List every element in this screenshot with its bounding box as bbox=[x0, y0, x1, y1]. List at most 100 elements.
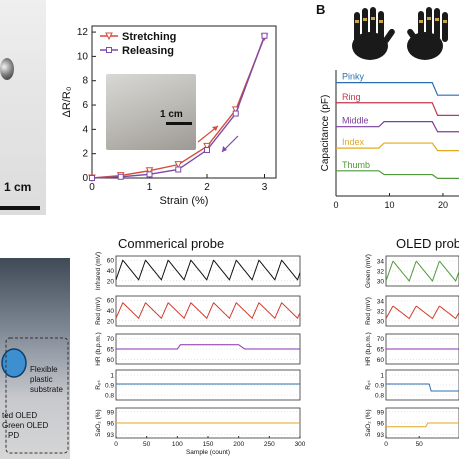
legend-marker bbox=[105, 32, 113, 41]
y-tick-label: 70 bbox=[107, 336, 115, 343]
inset-scale-label: 1 cm bbox=[160, 109, 183, 120]
y-tick-label: 30 bbox=[377, 319, 385, 326]
chart-title: Commerical probe bbox=[118, 236, 224, 251]
probe-diagram: Flexible plastic substrate ted OLED Gree… bbox=[1, 337, 69, 454]
inset-scale-bar bbox=[166, 122, 192, 125]
stretch-arrowhead bbox=[212, 126, 218, 131]
y-tick-label: 4 bbox=[82, 124, 88, 135]
y-tick-label: 60 bbox=[377, 357, 385, 364]
y-tick-label: 99 bbox=[107, 409, 115, 416]
y-axis-label: Rₒₛ bbox=[95, 380, 102, 390]
x-tick-label: 300 bbox=[295, 441, 306, 448]
x-tick-label: 10 bbox=[384, 200, 394, 210]
subplot-frame bbox=[115, 255, 301, 287]
y-axis-label: SaO₂ (%) bbox=[365, 409, 372, 436]
data-point bbox=[232, 110, 239, 117]
y-tick-label: 40 bbox=[107, 268, 115, 275]
scale-bar bbox=[0, 206, 40, 210]
release-arrowhead bbox=[222, 146, 227, 152]
glove-photo bbox=[340, 4, 459, 62]
y-tick-label: 0.9 bbox=[375, 383, 384, 390]
y-tick-label: 2 bbox=[82, 149, 88, 160]
y-tick-label: 32 bbox=[377, 309, 385, 316]
x-tick-label: 2 bbox=[204, 182, 210, 193]
x-tick-label: 250 bbox=[264, 441, 275, 448]
x-tick-label: 0 bbox=[333, 200, 338, 210]
series-line bbox=[336, 170, 459, 179]
signal-line bbox=[385, 260, 459, 283]
y-axis-label: Infrared (mV) bbox=[95, 252, 102, 290]
oled-label-1: ted OLED bbox=[2, 411, 37, 420]
y-tick-label: 34 bbox=[377, 259, 385, 266]
y-tick-label: 65 bbox=[107, 347, 115, 354]
series-label: Middle bbox=[342, 116, 369, 126]
y-tick-label: 93 bbox=[107, 432, 115, 439]
x-tick-label: 50 bbox=[416, 441, 424, 448]
x-tick-label: 1 bbox=[147, 182, 153, 193]
x-tick-label: 100 bbox=[172, 441, 183, 448]
legend-marker bbox=[106, 47, 112, 53]
y-axis-label: HR (b.p.m.) bbox=[95, 332, 102, 366]
data-point bbox=[117, 173, 124, 180]
y-tick-label: 1 bbox=[110, 373, 114, 380]
series-label: Thumb bbox=[342, 160, 370, 170]
data-point bbox=[203, 142, 211, 151]
x-axis-label: Sample (count) bbox=[186, 449, 230, 456]
data-point bbox=[261, 32, 268, 39]
data-point bbox=[146, 171, 153, 178]
y-tick-label: 40 bbox=[107, 308, 115, 315]
sensor-photo-object bbox=[0, 58, 14, 80]
x-tick-label: 0 bbox=[89, 182, 95, 193]
y-tick-label: 60 bbox=[107, 298, 115, 305]
y-axis-label: SaO₂ (%) bbox=[95, 409, 102, 436]
data-point bbox=[174, 161, 183, 169]
signal-line bbox=[385, 305, 459, 320]
data-point bbox=[204, 147, 210, 154]
x-tick-label: 200 bbox=[233, 441, 244, 448]
y-axis-label: Green (mV) bbox=[365, 254, 372, 288]
y-tick-label: 60 bbox=[107, 357, 115, 364]
x-axis-label: Strain (%) bbox=[160, 195, 209, 207]
y-tick-label: 0.8 bbox=[375, 393, 384, 400]
y-tick-label: 96 bbox=[107, 421, 115, 428]
oled-blue-icon bbox=[1, 348, 27, 378]
y-tick-label: 20 bbox=[107, 318, 115, 325]
y-tick-label: 99 bbox=[377, 409, 385, 416]
y-tick-label: 20 bbox=[107, 278, 115, 285]
signal-line bbox=[115, 302, 301, 320]
oled-label-3: PD bbox=[8, 431, 19, 440]
legend-label: Stretching bbox=[122, 31, 176, 43]
commercial-probe-chart: Commerical probe 20 40 60 Infrared (mV) 20 40 6… bbox=[95, 236, 306, 456]
chart-title: OLED probe bbox=[396, 236, 459, 251]
y-tick-label: 10 bbox=[77, 51, 89, 62]
data-point bbox=[89, 175, 95, 181]
y-axis-label: ΔR/R₀ bbox=[61, 87, 73, 118]
signal-line bbox=[116, 344, 300, 350]
capacitance-chart: 0 10 20 Capacitance (pF) Pinky Ring Middle Inde… bbox=[320, 70, 459, 210]
x-tick-label: 50 bbox=[143, 441, 151, 448]
data-point bbox=[145, 167, 154, 175]
plot-frame bbox=[91, 25, 277, 179]
data-point bbox=[175, 166, 182, 173]
y-axis-label: HR (b.p.m.) bbox=[365, 332, 372, 366]
y-tick-label: 30 bbox=[377, 279, 385, 286]
series-line bbox=[336, 142, 459, 152]
sensor-photo bbox=[0, 0, 46, 215]
series-line bbox=[336, 102, 459, 116]
y-tick-label: 0.9 bbox=[105, 383, 114, 390]
signal-line bbox=[115, 259, 301, 281]
y-tick-label: 0 bbox=[82, 173, 88, 184]
y-axis-label: Red (mV) bbox=[95, 297, 102, 325]
y-tick-label: 34 bbox=[377, 299, 385, 306]
oled-probe-chart: OLED probe 30 32 34 Green (mV) 30 32 34 Red (mV)… bbox=[365, 236, 459, 448]
y-axis-label: Rₒₛ bbox=[365, 380, 372, 390]
y-tick-label: 12 bbox=[77, 27, 89, 38]
series-label: Ring bbox=[342, 92, 361, 102]
y-tick-label: 60 bbox=[107, 258, 115, 265]
device-inset-photo bbox=[106, 74, 196, 150]
series-line bbox=[336, 121, 459, 133]
x-tick-label: 0 bbox=[114, 441, 118, 448]
x-tick-label: 3 bbox=[262, 182, 268, 193]
legend-label: Releasing bbox=[122, 45, 174, 57]
